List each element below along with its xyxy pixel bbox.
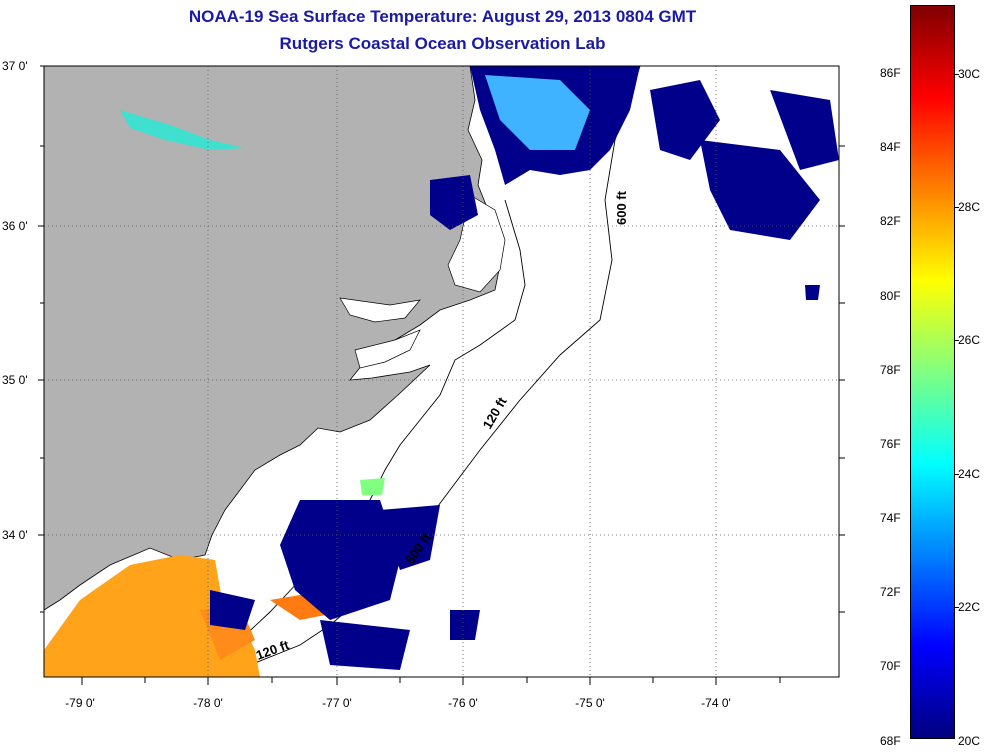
colorbar-celsius-label: 28C (958, 200, 981, 214)
colorbar-fahrenheit-label: 72F (880, 585, 901, 599)
colorbar-tick (955, 474, 959, 475)
isobath-label: 600 ft (614, 190, 629, 225)
colorbar-tick (955, 207, 959, 208)
longitude-label: -78 0' (193, 696, 223, 710)
colorbar-celsius-label: 26C (958, 333, 981, 347)
longitude-label: -74 0' (701, 696, 731, 710)
colorbar-fahrenheit-label: 82F (880, 214, 901, 228)
latitude-label: 37 0' (2, 59, 28, 73)
map-frame (43, 65, 840, 678)
colorbar-fahrenheit-label: 86F (880, 66, 901, 80)
longitude-label: -76 0' (448, 696, 478, 710)
temperature-colorbar (910, 5, 955, 739)
axis-ticks (38, 65, 845, 685)
longitude-label: -79 0' (65, 696, 95, 710)
colorbar-fahrenheit-label: 76F (880, 437, 901, 451)
colorbar-celsius-label: 20C (958, 734, 981, 748)
colorbar-tick (955, 74, 959, 75)
sound-water (447, 194, 506, 293)
estuary (339, 297, 421, 323)
latitude-label: 35 0' (2, 373, 28, 387)
colorbar-celsius-label: 22C (958, 600, 981, 614)
isobath-600ft (249, 66, 641, 666)
latitude-label: 36 0' (2, 219, 28, 233)
longitude-label: -77 0' (322, 696, 352, 710)
map-title: NOAA-19 Sea Surface Temperature: August … (188, 7, 697, 26)
map-subtitle: Rutgers Coastal Ocean Observation Lab (279, 34, 606, 53)
latitude-label: 34 0' (2, 528, 28, 542)
colorbar-fahrenheit-label: 70F (880, 659, 901, 673)
colorbar-celsius-label: 30C (958, 67, 981, 81)
colorbar-celsius-label: 24C (958, 467, 981, 481)
colorbar-tick (955, 340, 959, 341)
colorbar-fahrenheit-label: 68F (880, 734, 901, 748)
isobath-120ft (199, 199, 526, 671)
colorbar-fahrenheit-label: 78F (880, 363, 901, 377)
warm-water-region (44, 555, 260, 677)
colorbar-tick (955, 607, 959, 608)
estuary (354, 329, 421, 369)
graticule (44, 66, 839, 677)
colorbar-fahrenheit-label: 84F (880, 140, 901, 154)
colorbar-fahrenheit-label: 80F (880, 289, 901, 303)
colorbar-fahrenheit-label: 74F (880, 511, 901, 525)
longitude-label: -75 0' (575, 696, 605, 710)
